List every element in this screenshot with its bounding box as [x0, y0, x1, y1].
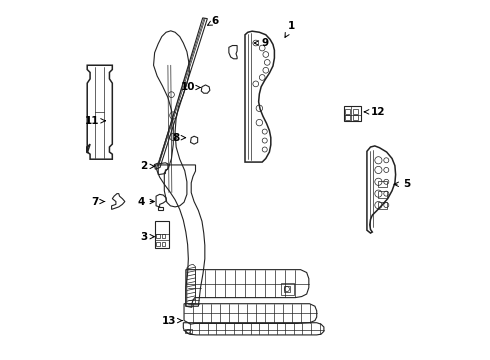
Text: 6: 6 [208, 17, 218, 27]
Bar [353, 116, 358, 120]
Text: 10: 10 [180, 82, 200, 93]
Bar [344, 116, 350, 120]
Bar [281, 283, 294, 295]
Text: 7: 7 [92, 197, 104, 207]
Text: 4: 4 [137, 197, 154, 207]
Text: 8: 8 [172, 133, 186, 143]
Text: 1: 1 [285, 21, 295, 37]
Bar [344, 109, 350, 114]
Bar [378, 202, 387, 209]
Bar [162, 242, 166, 246]
Text: 13: 13 [161, 316, 182, 325]
Text: 9: 9 [254, 38, 269, 48]
Text: 12: 12 [365, 107, 385, 117]
Bar [155, 221, 169, 248]
Bar [156, 234, 160, 238]
Text: 11: 11 [85, 116, 105, 126]
Bar [378, 181, 387, 187]
Bar [185, 329, 192, 333]
Bar [156, 242, 160, 246]
Text: 5: 5 [394, 179, 410, 189]
Text: 2: 2 [140, 161, 154, 171]
Bar [343, 106, 361, 121]
Bar [353, 109, 358, 114]
Bar [162, 234, 166, 238]
Text: 3: 3 [140, 232, 154, 242]
Bar [378, 192, 387, 198]
Bar [284, 286, 290, 292]
